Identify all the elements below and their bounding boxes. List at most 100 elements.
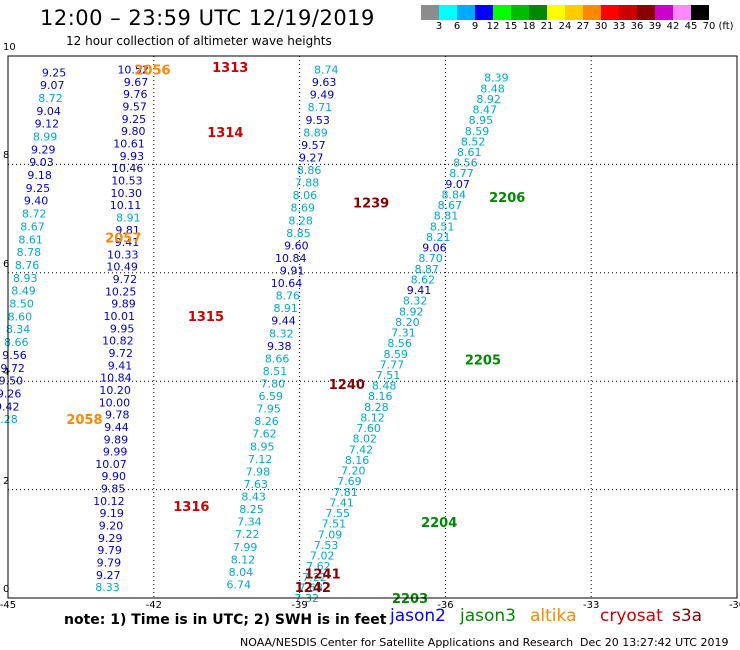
wave-height-value: 7.69 [337, 475, 362, 488]
wave-height-value: 9.04 [36, 105, 61, 118]
wave-height-value: 9.79 [97, 557, 122, 570]
wave-height-value: 7.12 [248, 453, 273, 466]
wave-height-value: 8.12 [231, 553, 256, 566]
wave-height-value: 9.41 [407, 284, 432, 297]
legend-unit: (ft) [718, 21, 734, 32]
wave-height-value: 9.80 [121, 125, 146, 138]
y-tick-label: 6 [3, 258, 10, 270]
wave-height-value: 7.60 [356, 422, 381, 435]
wave-height-value: 9.79 [97, 544, 122, 557]
wave-height-value: 8.56 [387, 337, 412, 350]
wave-height-value: 9.40 [24, 195, 49, 208]
wave-height-value: 9.41 [108, 359, 133, 372]
wave-height-value: 9.89 [111, 298, 136, 311]
wave-height-value: 10.64 [271, 277, 303, 290]
pass-number-label: 1242 [295, 581, 331, 596]
wave-height-value: 8.02 [353, 433, 378, 446]
wave-height-value: 9.63 [312, 76, 337, 89]
legend-tick: 6 [453, 21, 461, 32]
legend-tick: 33 [612, 21, 626, 32]
wave-height-value: 8.56 [453, 157, 478, 170]
wave-height-value: 9.26 [0, 387, 21, 400]
legend-swatch [601, 5, 619, 20]
pass-number-label: 2056 [134, 64, 170, 79]
wave-height-value: 8.06 [293, 189, 318, 202]
wave-height-value: 8.12 [360, 411, 385, 424]
y-tick-label: 4 [3, 367, 10, 379]
wave-height-value: 10.12 [93, 495, 125, 508]
wave-height-value: 8.25 [239, 503, 264, 516]
legend-swatch [421, 5, 439, 20]
wave-height-value: 8.34 [6, 323, 31, 336]
x-tick-label: -33 [583, 600, 600, 611]
wave-height-value: 7.62 [252, 428, 277, 441]
wave-height-value: 9.85 [101, 483, 126, 496]
wave-height-value: 7.95 [256, 403, 281, 416]
legend-tick: 21 [540, 21, 554, 32]
wave-height-value: 10.82 [102, 335, 134, 348]
wave-height-value: 9.44 [104, 421, 129, 434]
wave-height-value: 8.69 [291, 202, 316, 215]
wave-height-value: 10.49 [106, 261, 138, 274]
wave-height-value: 8.48 [372, 380, 397, 393]
wave-height-value: 8.28 [364, 401, 389, 414]
wave-height-value: 8.91 [116, 211, 141, 224]
wave-height-value: 8.91 [273, 302, 298, 315]
legend-tick: 45 [684, 21, 698, 32]
wave-height-value: 9.67 [124, 76, 149, 89]
pass-number-label: 1241 [304, 568, 340, 583]
mission-s3a: s3a [672, 606, 703, 626]
wave-height-value: 7.34 [237, 516, 262, 529]
wave-height-value: 10.00 [99, 396, 131, 409]
legend-swatch [655, 5, 673, 20]
wave-height-value: 9.12 [35, 118, 60, 131]
wave-height-value: 8.84 [442, 188, 467, 201]
wave-height-value: 9.27 [299, 151, 324, 164]
wave-height-value: 9.91 [280, 264, 305, 277]
wave-height-value: 9.57 [122, 101, 147, 114]
wave-height-value: 9.29 [31, 143, 56, 156]
wave-height-value: 9.72 [113, 273, 138, 286]
wave-height-value: 9.72 [108, 347, 133, 360]
legend-swatch [439, 5, 457, 20]
page-subtitle: 12 hour collection of altimeter wave hei… [66, 34, 332, 48]
legend-tick: 36 [630, 21, 644, 32]
wave-height-value: 8.47 [472, 104, 497, 117]
wave-height-value: 7.81 [333, 486, 358, 499]
wave-height-value: 9.99 [103, 446, 128, 459]
wave-height-value: 8.51 [430, 220, 455, 233]
legend-tick: 18 [522, 21, 536, 32]
legend-tick: 30 [594, 21, 608, 32]
wave-height-value: 8.89 [303, 126, 328, 139]
wave-height-value: 7.22 [235, 528, 260, 541]
wave-height-value: 8.21 [426, 231, 451, 244]
wave-height-value: 8.61 [18, 233, 43, 246]
wave-height-value: 10.84 [275, 252, 307, 265]
wave-height-value: 8.20 [395, 316, 420, 329]
wave-height-value: 9.29 [98, 532, 123, 545]
wave-height-value: 7.31 [391, 327, 416, 340]
wave-height-value: 9.44 [271, 315, 296, 328]
legend-swatch [529, 5, 547, 20]
wave-height-value: 9.89 [104, 433, 129, 446]
wave-height-value: 9.72 [0, 362, 25, 375]
pass-number-label: 1240 [329, 378, 365, 393]
wave-height-value: 8.76 [276, 290, 301, 303]
wave-height-value: 8.67 [20, 220, 45, 233]
generated-timestamp: Dec 20 13:27:42 UTC 2019 [580, 636, 729, 649]
pass-number-label: 2206 [489, 191, 525, 206]
wave-height-value: 10.11 [110, 199, 142, 212]
wave-height-value: 9.07 [445, 178, 470, 191]
wave-height-value: 8.93 [13, 272, 38, 285]
wave-height-value: 8.85 [286, 227, 311, 240]
wave-height-value: 10.53 [111, 174, 143, 187]
wave-height-value: 8.28 [0, 413, 18, 426]
wave-height-value: 9.25 [26, 182, 51, 195]
wave-height-value: 8.74 [314, 64, 339, 77]
wave-height-value: 7.80 [261, 378, 286, 391]
x-tick-label: -45 [0, 600, 17, 611]
legend-swatch [475, 5, 493, 20]
y-tick-label: 8 [3, 150, 10, 162]
wave-height-value: 8.52 [461, 135, 486, 148]
wave-height-value: 8.92 [476, 93, 501, 106]
